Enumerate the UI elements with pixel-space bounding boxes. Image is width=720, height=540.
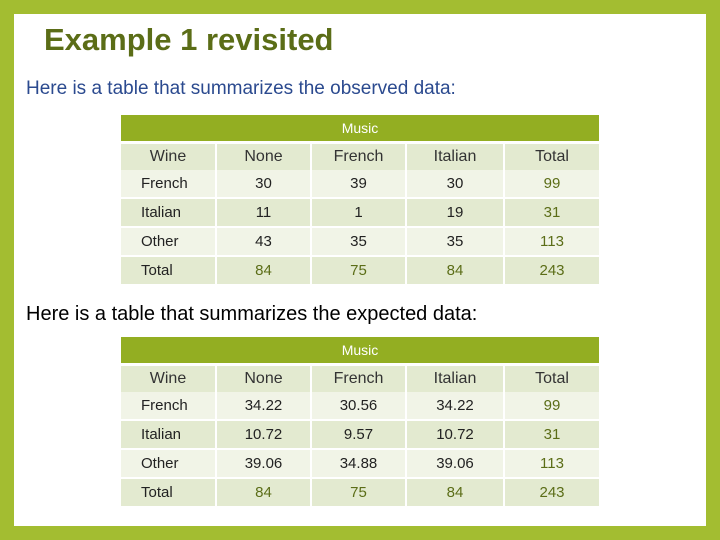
row-label: French [121, 170, 217, 199]
expected-col-italian: Italian [406, 366, 505, 392]
expected-intro: Here is a table that summarizes the expe… [26, 303, 478, 325]
cell: 30.56 [311, 392, 407, 421]
cell: 39.06 [406, 449, 505, 479]
cell: 43 [216, 227, 312, 257]
observed-col-none: None [216, 144, 312, 170]
expected-col-french: French [311, 366, 407, 392]
row-total: 113 [504, 227, 599, 257]
row-total: 113 [504, 449, 599, 479]
cell: 30 [216, 170, 312, 199]
row-total: 243 [504, 478, 599, 508]
cell: 39.06 [216, 449, 312, 479]
row-label: Other [121, 449, 217, 479]
table-row: Other 39.06 34.88 39.06 113 [121, 449, 599, 479]
observed-col-wine: Wine [121, 144, 217, 170]
row-label: Total [121, 256, 217, 286]
cell: 19 [406, 198, 505, 228]
table-row: Italian 11 1 19 31 [121, 198, 599, 228]
cell: 35 [311, 227, 407, 257]
row-total: 31 [504, 198, 599, 228]
cell: 84 [406, 478, 505, 508]
observed-col-italian: Italian [406, 144, 505, 170]
row-total: 31 [504, 420, 599, 450]
cell: 75 [311, 478, 407, 508]
observed-intro: Here is a table that summarizes the obse… [26, 78, 456, 99]
table-row: Other 43 35 35 113 [121, 227, 599, 257]
cell: 34.22 [216, 392, 312, 421]
cell: 35 [406, 227, 505, 257]
observed-music-header: Music [121, 115, 599, 141]
cell: 34.88 [311, 449, 407, 479]
cell: 39 [311, 170, 407, 199]
slide-title: Example 1 revisited [44, 22, 334, 57]
row-label: Total [121, 478, 217, 508]
table-row: Total 84 75 84 243 [121, 478, 599, 508]
row-label: Italian [121, 420, 217, 450]
cell: 34.22 [406, 392, 505, 421]
slide: Example 1 revisited Here is a table that… [14, 14, 706, 526]
observed-table: Music Wine None French Italian Total Fre… [121, 115, 599, 286]
observed-col-french: French [311, 144, 407, 170]
expected-col-wine: Wine [121, 366, 217, 392]
expected-col-total: Total [504, 366, 599, 392]
expected-col-none: None [216, 366, 312, 392]
cell: 84 [406, 256, 505, 286]
row-total: 99 [504, 170, 599, 199]
cell: 84 [216, 256, 312, 286]
cell: 75 [311, 256, 407, 286]
table-row: Italian 10.72 9.57 10.72 31 [121, 420, 599, 450]
observed-col-total: Total [504, 144, 599, 170]
cell: 84 [216, 478, 312, 508]
expected-table: Music Wine None French Italian Total Fre… [121, 337, 599, 508]
row-label: Other [121, 227, 217, 257]
cell: 1 [311, 198, 407, 228]
cell: 11 [216, 198, 312, 228]
expected-music-header: Music [121, 337, 599, 363]
row-total: 99 [504, 392, 599, 421]
table-row: French 30 39 30 99 [121, 170, 599, 199]
cell: 10.72 [216, 420, 312, 450]
cell: 9.57 [311, 420, 407, 450]
table-row: Total 84 75 84 243 [121, 256, 599, 286]
row-label: French [121, 392, 217, 421]
cell: 10.72 [406, 420, 505, 450]
row-total: 243 [504, 256, 599, 286]
cell: 30 [406, 170, 505, 199]
row-label: Italian [121, 198, 217, 228]
table-row: French 34.22 30.56 34.22 99 [121, 392, 599, 421]
